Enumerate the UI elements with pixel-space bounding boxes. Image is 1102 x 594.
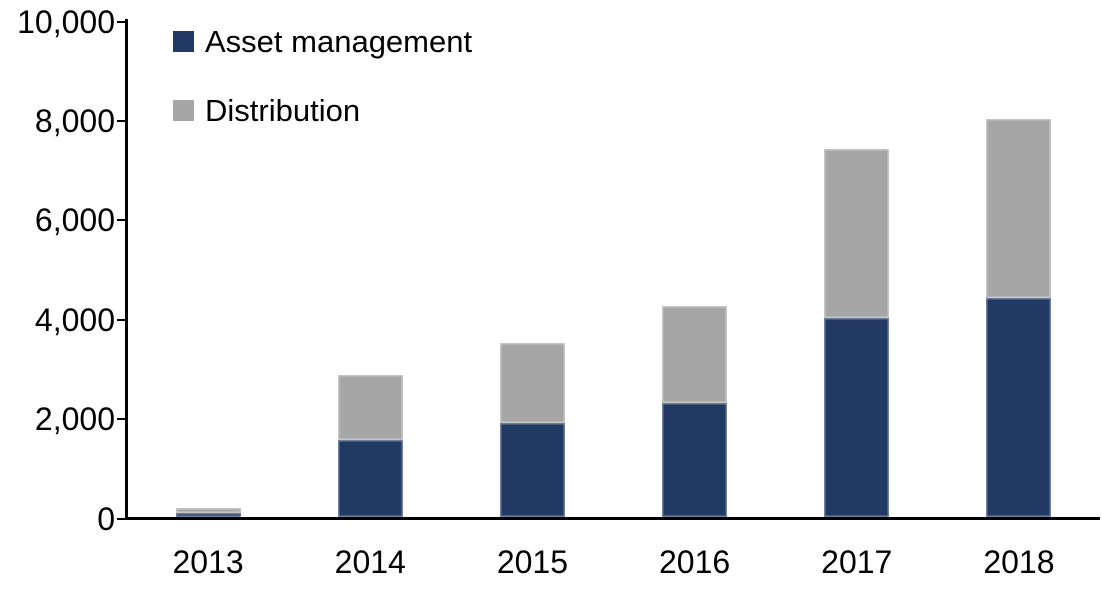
y-tick-label: 6,000 xyxy=(34,202,115,239)
y-axis-tick xyxy=(117,119,127,122)
y-axis-tick xyxy=(117,219,127,222)
x-tick-label: 2017 xyxy=(821,544,893,580)
y-tick-label: 4,000 xyxy=(34,301,115,338)
legend-label: Asset management xyxy=(205,24,473,59)
y-axis-tick xyxy=(117,517,127,520)
bar-segment-distribution-2014 xyxy=(337,375,403,440)
legend-item-distribution: Distribution xyxy=(173,95,360,126)
x-axis-line xyxy=(125,517,1100,520)
y-tick-label: 10,000 xyxy=(17,3,115,40)
x-tick-label: 2018 xyxy=(983,544,1055,580)
bar-segment-asset-management-2015 xyxy=(499,422,565,517)
x-tick-label: 2016 xyxy=(658,544,731,580)
bar-segment-asset-management-2014 xyxy=(337,439,403,517)
bar-segment-asset-management-2017 xyxy=(824,318,890,517)
bar-segment-distribution-2017 xyxy=(824,149,890,319)
y-tick-label: 0 xyxy=(97,500,115,537)
legend-label: Distribution xyxy=(205,93,361,128)
legend-swatch-icon xyxy=(173,100,194,121)
bar-segment-distribution-2016 xyxy=(662,305,728,403)
x-tick-label: 2015 xyxy=(496,544,568,580)
y-tick-label: 2,000 xyxy=(34,401,115,438)
legend-item-asset-management: Asset management xyxy=(173,26,472,57)
y-axis-tick xyxy=(117,418,127,421)
legend-swatch-icon xyxy=(173,31,194,52)
bar-segment-asset-management-2018 xyxy=(986,298,1052,517)
bar-segment-distribution-2015 xyxy=(499,343,565,423)
bar-segment-distribution-2018 xyxy=(986,119,1052,299)
y-tick-label: 8,000 xyxy=(34,102,115,139)
x-tick-label: 2013 xyxy=(172,544,244,580)
y-axis-line xyxy=(125,19,128,520)
bar-segment-asset-management-2016 xyxy=(662,402,728,517)
y-axis-tick xyxy=(117,318,127,321)
bar-segment-asset-management-2013 xyxy=(175,513,241,517)
x-tick-label: 2014 xyxy=(334,544,406,580)
y-axis-tick xyxy=(117,20,127,23)
bar-segment-distribution-2013 xyxy=(175,507,241,513)
